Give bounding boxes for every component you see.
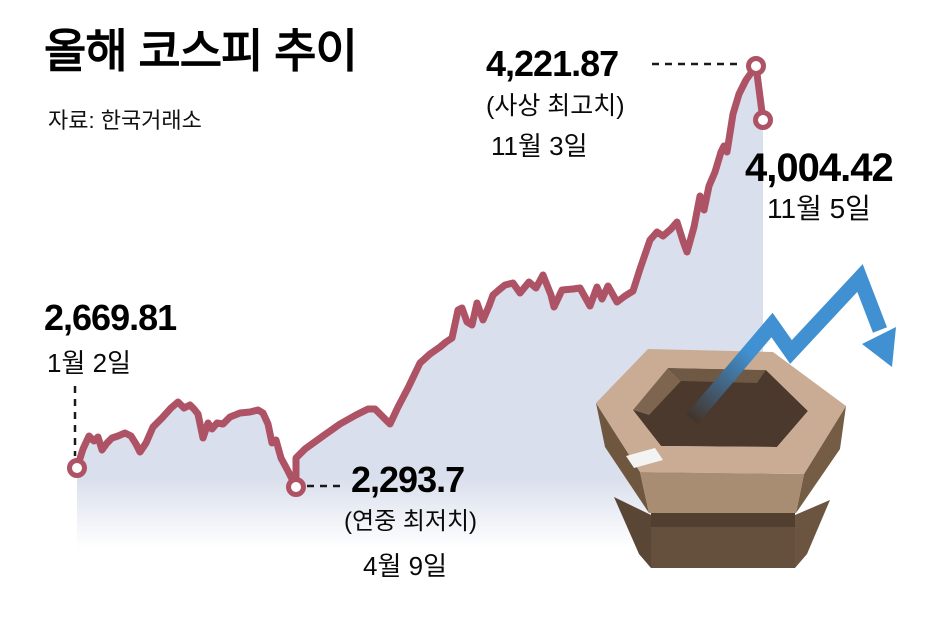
mortar-base-left bbox=[614, 497, 651, 568]
mortar-band-front bbox=[640, 472, 804, 513]
start-date-label: 1월 2일 bbox=[47, 348, 131, 378]
chart-source: 자료: 한국거래소 bbox=[48, 108, 202, 133]
latest-value-label: 4,004.42 bbox=[745, 146, 894, 190]
mortar-cavity bbox=[633, 368, 808, 447]
callout-dashes bbox=[73, 62, 741, 488]
data-point-marker bbox=[746, 56, 766, 76]
chart-title: 올해 코스피 추이 bbox=[44, 25, 358, 77]
low-note-label: (연중 최저치) bbox=[344, 508, 478, 535]
mortar-upper-left-face bbox=[596, 403, 649, 513]
high-date-label: 11월 3일 bbox=[491, 131, 588, 161]
mortar-rim bbox=[596, 349, 846, 474]
mortar-base-front bbox=[651, 515, 795, 568]
latest-date-label: 11월 5일 bbox=[767, 193, 871, 224]
high-value-label: 4,221.87 bbox=[486, 43, 619, 84]
start-value-label: 2,669.81 bbox=[44, 297, 177, 338]
data-point-marker bbox=[67, 458, 87, 478]
stock-arrow-shaft bbox=[686, 264, 888, 424]
data-point-marker bbox=[286, 477, 306, 497]
mortar-rim-highlight bbox=[626, 448, 663, 468]
low-value-label: 2,293.7 bbox=[351, 459, 465, 500]
kospi-area-fill bbox=[77, 66, 763, 549]
kospi-line bbox=[73, 62, 767, 491]
stock-arrow-icon bbox=[686, 264, 896, 424]
mortar-base-right bbox=[795, 500, 830, 568]
mortar-inner-wall-left bbox=[633, 368, 681, 415]
stock-arrow-head bbox=[862, 327, 896, 367]
low-date-label: 4월 9일 bbox=[363, 551, 447, 581]
data-point-marker bbox=[753, 110, 773, 130]
mortar-upper-right-face bbox=[796, 406, 846, 513]
high-note-label: (사상 최고치) bbox=[486, 92, 625, 120]
point-markers bbox=[67, 56, 773, 497]
mortar-base-strip bbox=[651, 512, 795, 527]
